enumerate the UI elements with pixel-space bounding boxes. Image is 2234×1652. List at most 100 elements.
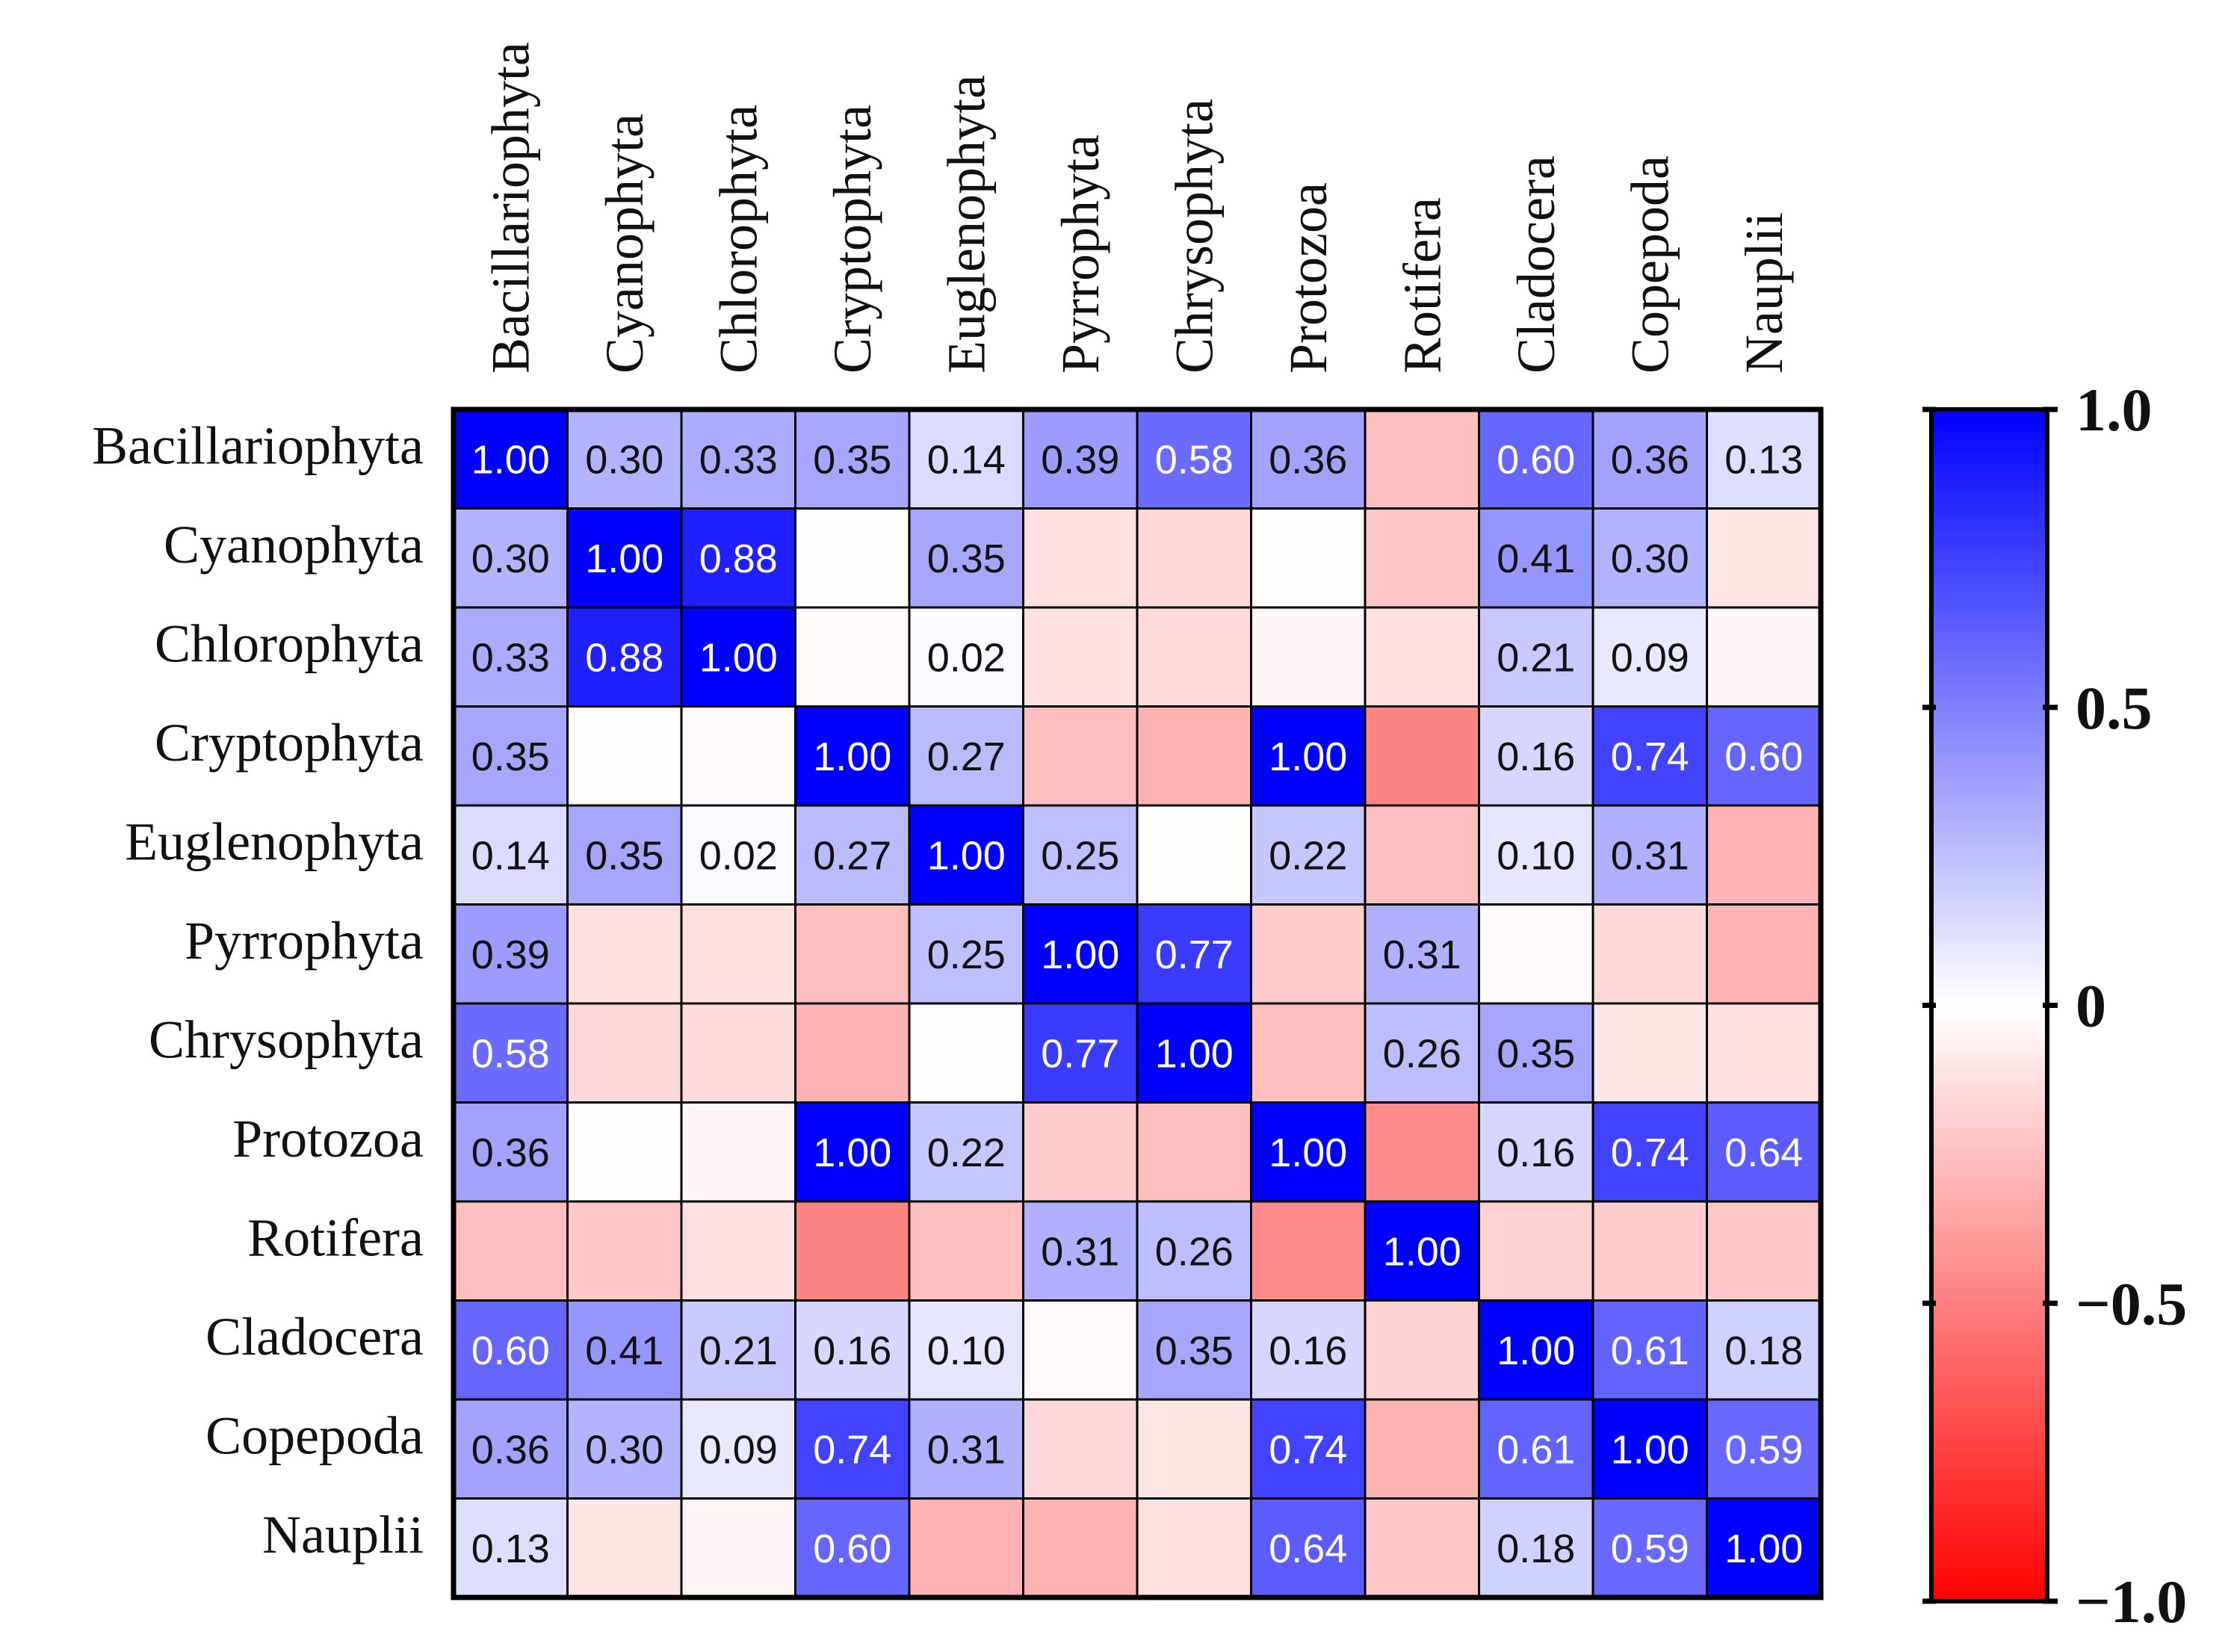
heatmap-cell [1591,408,1708,510]
cell-value-label: 0.41 [585,1328,663,1373]
column-label: Cladocera [1506,155,1566,374]
heatmap-cell [794,507,911,609]
cell-value-label: 0.59 [1611,1526,1689,1571]
colorbar [1929,407,2049,1603]
heatmap-cell [1136,1497,1252,1599]
heatmap-cell [1250,1002,1367,1104]
cell-value-label: 0.16 [1497,1130,1575,1175]
colorbar-tick-label: −0.5 [2076,1269,2187,1337]
heatmap-cell [566,1200,683,1302]
heatmap-cell [1250,1497,1367,1599]
heatmap-cell [1706,1200,1822,1302]
column-label: Cryptophyta [823,105,882,374]
heatmap-cell [1364,408,1480,510]
column-label: Euglenophyta [936,75,996,374]
heatmap-cell [1250,1398,1367,1500]
heatmap-cell [1478,1101,1594,1203]
cell-value-label: 0.36 [471,1427,550,1472]
cell-value-label: 0.59 [1724,1427,1803,1472]
cell-value-label: 1.00 [585,536,663,581]
heatmap-cell [1250,804,1367,906]
cell-value-label: 0.09 [699,1427,778,1472]
cell-value-label: 1.00 [1383,1229,1461,1274]
cell-value-label: 0.33 [471,635,550,680]
heatmap-cell [1022,606,1139,708]
heatmap-cell [1478,705,1594,807]
heatmap-cell [908,1398,1024,1500]
row-label: Nauplii [262,1505,424,1565]
cell-value-label: 0.74 [813,1427,891,1472]
cell-value-label: 0.18 [1497,1526,1575,1571]
heatmap-cell [1591,1497,1708,1599]
heatmap-cell [452,1398,569,1500]
column-labels: Bacillariophyta Cyanophyta Chlorophyta Cryp… [480,42,1794,374]
row-label: Cyanophyta [164,515,424,575]
heatmap-cell [1364,1299,1480,1401]
heatmap-cell [1478,903,1594,1005]
heatmap-cell [908,1200,1024,1302]
heatmap-cell [566,606,683,708]
cell-value-label: 0.41 [1497,536,1575,581]
heatmap-cell [1364,606,1480,708]
row-labels: Bacillariophyta Cyanophyta Chlorophyta Cryp… [92,415,424,1565]
heatmap-cell [1478,1299,1594,1401]
heatmap-cell [1364,804,1480,906]
heatmap-cell [1136,606,1252,708]
cell-value-label: 0.18 [1724,1328,1803,1373]
heatmap-cell [452,804,569,906]
cell-value-label: 1.00 [813,734,891,779]
heatmap-cell [1022,507,1139,609]
heatmap-cell [1022,1101,1139,1203]
cell-value-label: 0.21 [1497,635,1575,680]
cell-value-label: 0.14 [471,833,550,878]
heatmap-cell [1136,1101,1252,1203]
row-label: Chrysophyta [149,1009,424,1069]
heatmap-cell [1136,804,1252,906]
heatmap-cell [1706,1299,1822,1401]
heatmap-cell [1478,1200,1594,1302]
colorbar-tick-label: 0.5 [2076,674,2153,742]
cell-value-label: 0.16 [1269,1328,1347,1373]
cell-value-label: 0.74 [1611,1130,1689,1175]
colorbar-gradient [1929,407,2049,1603]
cell-value-label: 0.31 [1383,932,1461,977]
heatmap-cell [680,1101,796,1203]
heatmap-cell [1250,1299,1367,1401]
column-label: Bacillariophyta [480,42,540,374]
column-label: Rotifera [1392,197,1452,374]
heatmap-cell [794,903,911,1005]
heatmap-cell [1591,1002,1708,1104]
heatmap-cell [1478,606,1594,708]
cell-value-label: 0.39 [1041,437,1119,482]
heatmap-cell [1250,1200,1367,1302]
heatmap-cell [1250,705,1367,807]
heatmap-cell [452,1101,569,1203]
heatmap-cell [1706,606,1822,708]
cell-value-label: 0.22 [927,1130,1006,1175]
column-label: Copepoda [1620,155,1680,374]
heatmap-cell [1022,1299,1139,1401]
heatmap-cell [1022,903,1139,1005]
heatmap-cell [1591,606,1708,708]
cell-value-label: 0.31 [927,1427,1006,1472]
heatmap-cell [1250,408,1367,510]
heatmap-cell [1478,1398,1594,1500]
heatmap-cell [1478,1002,1594,1104]
column-label: Nauplii [1734,212,1794,374]
heatmap-cell [680,903,796,1005]
cell-value-label: 0.61 [1611,1328,1689,1373]
heatmap-cell [566,1299,683,1401]
cell-value-label: 0.02 [927,635,1006,680]
cell-value-label: 0.35 [1497,1031,1575,1076]
heatmap-cell [1591,1200,1708,1302]
row-label: Copepoda [205,1405,424,1465]
cell-value-label: 0.61 [1497,1427,1575,1472]
heatmap-cell [1706,1101,1822,1203]
column-label: Cyanophyta [595,114,655,374]
heatmap-cell [680,606,796,708]
heatmap-cell [1706,507,1822,609]
cell-value-label: 1.00 [1269,1130,1347,1175]
heatmap-cell [908,1299,1024,1401]
heatmap-cell [1364,1497,1480,1599]
column-label: Chlorophyta [708,105,768,374]
